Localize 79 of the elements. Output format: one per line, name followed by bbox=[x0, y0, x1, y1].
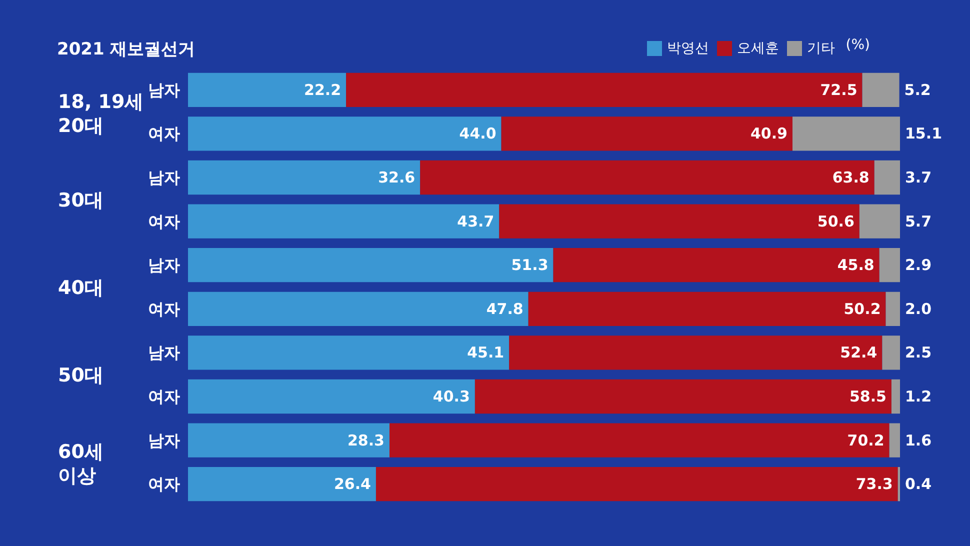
data-label: 26.4 bbox=[334, 475, 371, 494]
chart-title: 2021 재보궐선거 bbox=[57, 40, 196, 60]
data-label: 2.9 bbox=[905, 256, 932, 274]
data-label: 58.5 bbox=[849, 388, 886, 406]
bar bbox=[859, 204, 900, 238]
bar bbox=[188, 160, 420, 195]
text: 30대 bbox=[58, 189, 104, 212]
data-label: 45.1 bbox=[467, 344, 504, 362]
bar bbox=[188, 204, 500, 238]
text: 18, 19세 20대 bbox=[58, 90, 144, 137]
bar bbox=[553, 248, 880, 282]
text: (%) bbox=[846, 37, 870, 53]
bar bbox=[346, 72, 862, 107]
data-label: 43.7 bbox=[457, 212, 494, 230]
data-label: 50.6 bbox=[817, 212, 854, 230]
bar bbox=[188, 72, 346, 107]
bar bbox=[792, 116, 900, 151]
bar bbox=[509, 336, 882, 370]
data-label: 15.1 bbox=[905, 124, 942, 143]
legend-label: 오세훈 bbox=[737, 40, 779, 56]
bar bbox=[188, 467, 376, 502]
data-label: 52.4 bbox=[840, 344, 878, 362]
text: 40대 bbox=[58, 277, 104, 299]
bar bbox=[188, 336, 510, 370]
bar bbox=[528, 292, 886, 326]
data-label: 44.0 bbox=[459, 124, 496, 143]
bar bbox=[188, 379, 475, 414]
bar bbox=[389, 423, 890, 458]
bar bbox=[874, 160, 900, 195]
data-label: 3.7 bbox=[905, 168, 932, 186]
data-label: 32.6 bbox=[378, 168, 416, 186]
text: 50대 bbox=[58, 364, 104, 387]
y-tick-label: 남자 bbox=[148, 343, 180, 362]
data-label: 40.3 bbox=[432, 388, 470, 406]
y-tick-label: 여자 bbox=[148, 124, 180, 144]
y-tick-label: 여자 bbox=[148, 299, 180, 318]
bar bbox=[886, 292, 900, 326]
y-tick-label: 남자 bbox=[148, 80, 180, 100]
bar bbox=[188, 423, 390, 458]
data-label: 5.7 bbox=[905, 212, 932, 230]
y-tick-label: 여자 bbox=[148, 212, 180, 231]
data-label: 70.2 bbox=[847, 431, 884, 450]
bar bbox=[376, 467, 898, 502]
bar bbox=[499, 204, 860, 238]
bar bbox=[879, 248, 900, 282]
data-label: 47.8 bbox=[486, 300, 524, 318]
data-label: 2.0 bbox=[905, 300, 932, 318]
data-label: 45.8 bbox=[837, 256, 874, 274]
bar bbox=[420, 160, 874, 195]
bar bbox=[188, 292, 528, 326]
legend-label: 박영선 bbox=[667, 40, 709, 56]
y-tick-label: 남자 bbox=[148, 256, 180, 275]
y-tick-label: 여자 bbox=[148, 474, 180, 494]
data-label: 50.2 bbox=[844, 300, 881, 318]
y-tick-label: 남자 bbox=[148, 168, 180, 187]
bar bbox=[882, 336, 900, 370]
data-label: 1.2 bbox=[905, 388, 932, 406]
bar bbox=[501, 116, 792, 151]
bar bbox=[474, 379, 892, 414]
data-label: 1.6 bbox=[905, 431, 932, 450]
data-label: 0.4 bbox=[905, 475, 932, 494]
bar bbox=[188, 248, 554, 282]
data-label: 2.5 bbox=[905, 344, 932, 362]
bar bbox=[891, 379, 900, 414]
data-label: 28.3 bbox=[347, 431, 384, 450]
data-label: 22.2 bbox=[304, 80, 342, 99]
bar bbox=[188, 116, 502, 151]
data-label: 5.2 bbox=[904, 80, 931, 99]
bar bbox=[862, 72, 900, 107]
data-label: 51.3 bbox=[511, 256, 548, 274]
data-label: 63.8 bbox=[832, 168, 870, 186]
data-label: 72.5 bbox=[820, 80, 858, 99]
y-tick-label: 여자 bbox=[148, 387, 180, 406]
legend-label: 기타 bbox=[807, 40, 835, 56]
text: 60세 이상 bbox=[58, 441, 104, 488]
data-label: 73.3 bbox=[856, 475, 893, 494]
y-tick-label: 남자 bbox=[148, 430, 180, 450]
bar bbox=[889, 423, 900, 458]
data-label: 40.9 bbox=[750, 124, 788, 143]
